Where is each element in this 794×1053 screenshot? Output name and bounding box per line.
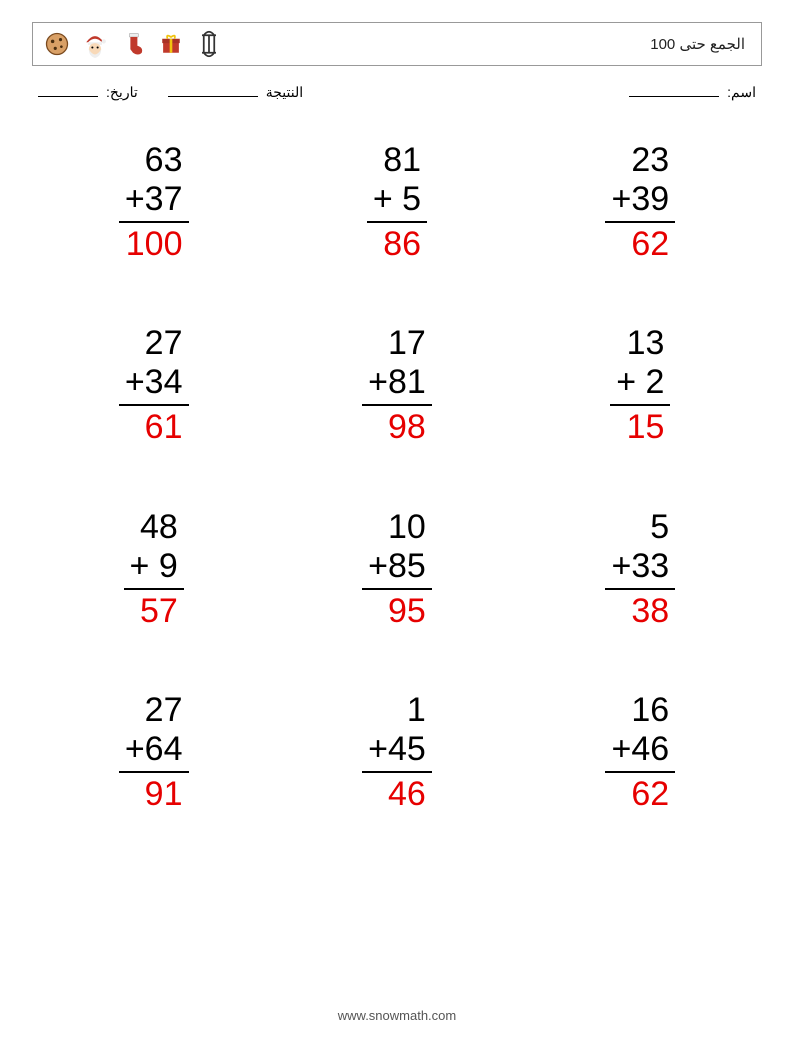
addition-problem: 1+45 46	[362, 691, 432, 814]
sum-answer: 46	[379, 775, 426, 813]
addend-top: 63	[135, 141, 182, 179]
addend-top: 27	[135, 324, 182, 362]
addend-bottom: +85	[368, 547, 426, 585]
name-blank[interactable]	[629, 84, 719, 97]
sum-answer: 38	[622, 592, 669, 630]
score-field: النتيجة	[168, 84, 303, 101]
header-bar: الجمع حتى 100	[32, 22, 762, 66]
addend-top: 17	[379, 324, 426, 362]
sum-answer: 95	[379, 592, 426, 630]
addend-top: 27	[135, 691, 182, 729]
addition-problem: 23+39 62	[605, 141, 675, 264]
addend-top: 13	[617, 324, 664, 362]
addend-top: 16	[622, 691, 669, 729]
addend-bottom: +45	[368, 730, 426, 768]
sum-answer: 100	[126, 225, 183, 263]
worksheet-title: الجمع حتى 100	[650, 35, 751, 53]
lantern-icon	[195, 30, 223, 58]
addend-bottom: +64	[125, 730, 183, 768]
meta-row: اسم: النتيجة تاريخ:	[32, 84, 762, 101]
score-blank[interactable]	[168, 84, 258, 97]
addend-top: 10	[379, 508, 426, 546]
sum-answer: 15	[617, 408, 664, 446]
addition-problem: 63+37 100	[119, 141, 189, 264]
stocking-icon	[119, 30, 147, 58]
addend-top: 1	[388, 691, 426, 729]
addition-problem: 27+64 91	[119, 691, 189, 814]
addition-problem: 5+33 38	[605, 508, 675, 631]
santa-icon	[81, 30, 109, 58]
score-label: النتيجة	[266, 84, 303, 101]
addend-bottom: + 9	[130, 547, 178, 585]
addend-bottom: +33	[611, 547, 669, 585]
addend-bottom: +37	[125, 180, 183, 218]
sum-answer: 86	[374, 225, 421, 263]
name-label: اسم:	[727, 84, 756, 101]
addend-bottom: + 5	[373, 180, 421, 218]
header-icons	[43, 30, 223, 58]
addition-problem: 48+ 9 57	[124, 508, 184, 631]
addend-bottom: +46	[611, 730, 669, 768]
name-field: اسم:	[629, 84, 756, 101]
addition-problem: 17+81 98	[362, 324, 432, 447]
addition-problem: 13+ 2 15	[610, 324, 670, 447]
sum-answer: 57	[131, 592, 178, 630]
date-field: تاريخ:	[38, 84, 138, 101]
addend-bottom: + 2	[616, 363, 664, 401]
addend-bottom: +39	[611, 180, 669, 218]
addition-problem: 81+ 5 86	[367, 141, 427, 264]
addend-top: 23	[622, 141, 669, 179]
date-label: تاريخ:	[106, 84, 138, 101]
addend-bottom: +34	[125, 363, 183, 401]
sum-answer: 62	[622, 225, 669, 263]
sum-answer: 91	[135, 775, 182, 813]
addend-top: 48	[131, 508, 178, 546]
footer-url: www.snowmath.com	[0, 1008, 794, 1023]
addend-top: 5	[631, 508, 669, 546]
sum-answer: 98	[379, 408, 426, 446]
addition-problem: 27+34 61	[119, 324, 189, 447]
addend-bottom: +81	[368, 363, 426, 401]
date-blank[interactable]	[38, 84, 98, 97]
sum-answer: 62	[622, 775, 669, 813]
addition-problem: 16+46 62	[605, 691, 675, 814]
addition-problem: 10+85 95	[362, 508, 432, 631]
gift-icon	[157, 30, 185, 58]
problem-grid: 63+37100 81+ 5 86 23+39 62 27+34 61 17+8…	[32, 141, 762, 814]
cookie-icon	[43, 30, 71, 58]
worksheet-page: الجمع حتى 100 اسم: النتيجة تاريخ: 63+37 1…	[0, 0, 794, 1053]
addend-top: 81	[374, 141, 421, 179]
sum-answer: 61	[135, 408, 182, 446]
